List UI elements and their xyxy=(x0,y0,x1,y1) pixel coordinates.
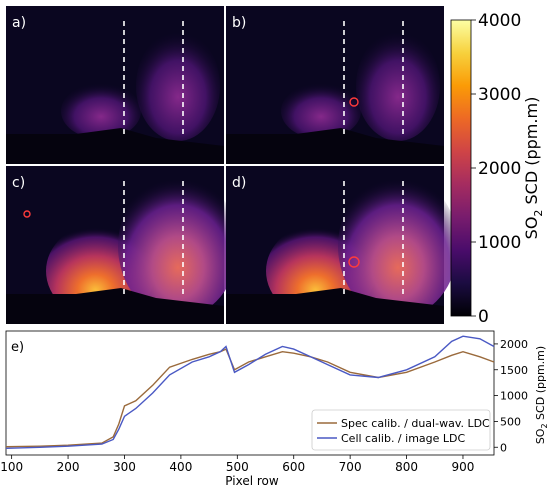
legend-entry: Spec calib. / dual-wav. LDC xyxy=(341,417,490,430)
y-tick-label: 0 xyxy=(500,441,507,454)
calibration-circle xyxy=(349,97,359,107)
x-tick-label: 500 xyxy=(226,460,249,474)
plume-right xyxy=(356,31,440,141)
image-panel: d) xyxy=(226,166,458,324)
plume-right xyxy=(118,174,238,318)
y-tick-label: 1000 xyxy=(500,390,528,403)
series-lines xyxy=(5,335,495,449)
colorbar-tick-label: 4000 xyxy=(478,11,521,31)
image-panel: c) xyxy=(6,166,238,324)
colorbar-tick-label: 2000 xyxy=(478,159,521,179)
x-tick-label: 400 xyxy=(169,460,192,474)
image-panel: b) xyxy=(226,6,444,164)
colorbar-tick-label: 0 xyxy=(478,307,489,327)
image-panel: a) xyxy=(6,6,224,164)
legend: Spec calib. / dual-wav. LDC Cell calib. /… xyxy=(311,409,491,451)
legend-entry: Cell calib. / image LDC xyxy=(341,432,465,445)
mountain-silhouette xyxy=(226,128,444,164)
image-panels: a) b) c) d) xyxy=(6,6,458,324)
x-tick-label: 700 xyxy=(339,460,362,474)
x-axis-ticks: 100 200 300 400 500 600 700 800 900 xyxy=(0,455,474,474)
plume-left xyxy=(61,83,141,139)
plume-right xyxy=(338,174,458,318)
y-axis-ticks: 0 500 1000 1500 2000 xyxy=(494,338,528,454)
x-tick-label: 100 xyxy=(0,460,23,474)
plume-right xyxy=(136,31,220,141)
colorbar-tick-label: 3000 xyxy=(478,85,521,105)
y-tick-label: 500 xyxy=(500,415,521,428)
calibration-circle xyxy=(348,256,360,268)
mountain-silhouette xyxy=(6,288,224,324)
line-chart: e) 100 200 300 400 500 600 700 800 900 0 500 1000 1… xyxy=(0,330,549,488)
colorbar: 0 1000 2000 3000 4000 SO2 SCD (ppm.m) xyxy=(450,11,545,327)
y-tick-label: 2000 xyxy=(500,338,528,351)
x-tick-label: 800 xyxy=(395,460,418,474)
x-axis-label: Pixel row xyxy=(225,474,279,488)
colorbar-ticks: 0 1000 2000 3000 4000 xyxy=(471,11,521,327)
panel-label: b) xyxy=(232,15,246,31)
y-axis-label: SO2 SCD (ppm.m) xyxy=(534,346,549,444)
colorbar-label: SO2 SCD (ppm.m) xyxy=(522,97,545,240)
panel-label: a) xyxy=(12,15,26,31)
mountain-silhouette xyxy=(226,288,444,324)
series-line xyxy=(5,335,495,449)
series-line xyxy=(5,348,495,448)
panel-label: d) xyxy=(232,175,246,191)
mountain-silhouette xyxy=(6,128,224,164)
panel-label-e: e) xyxy=(11,340,24,355)
panel-label: c) xyxy=(12,175,25,191)
calibration-circle xyxy=(23,210,31,218)
x-tick-label: 900 xyxy=(452,460,475,474)
x-tick-label: 200 xyxy=(57,460,80,474)
colorbar-tick-label: 1000 xyxy=(478,233,521,253)
x-tick-label: 600 xyxy=(282,460,305,474)
y-tick-label: 1500 xyxy=(500,364,528,377)
x-tick-label: 300 xyxy=(113,460,136,474)
colorbar-gradient xyxy=(450,19,472,317)
plume-left xyxy=(281,83,361,139)
legend-box xyxy=(311,409,491,451)
